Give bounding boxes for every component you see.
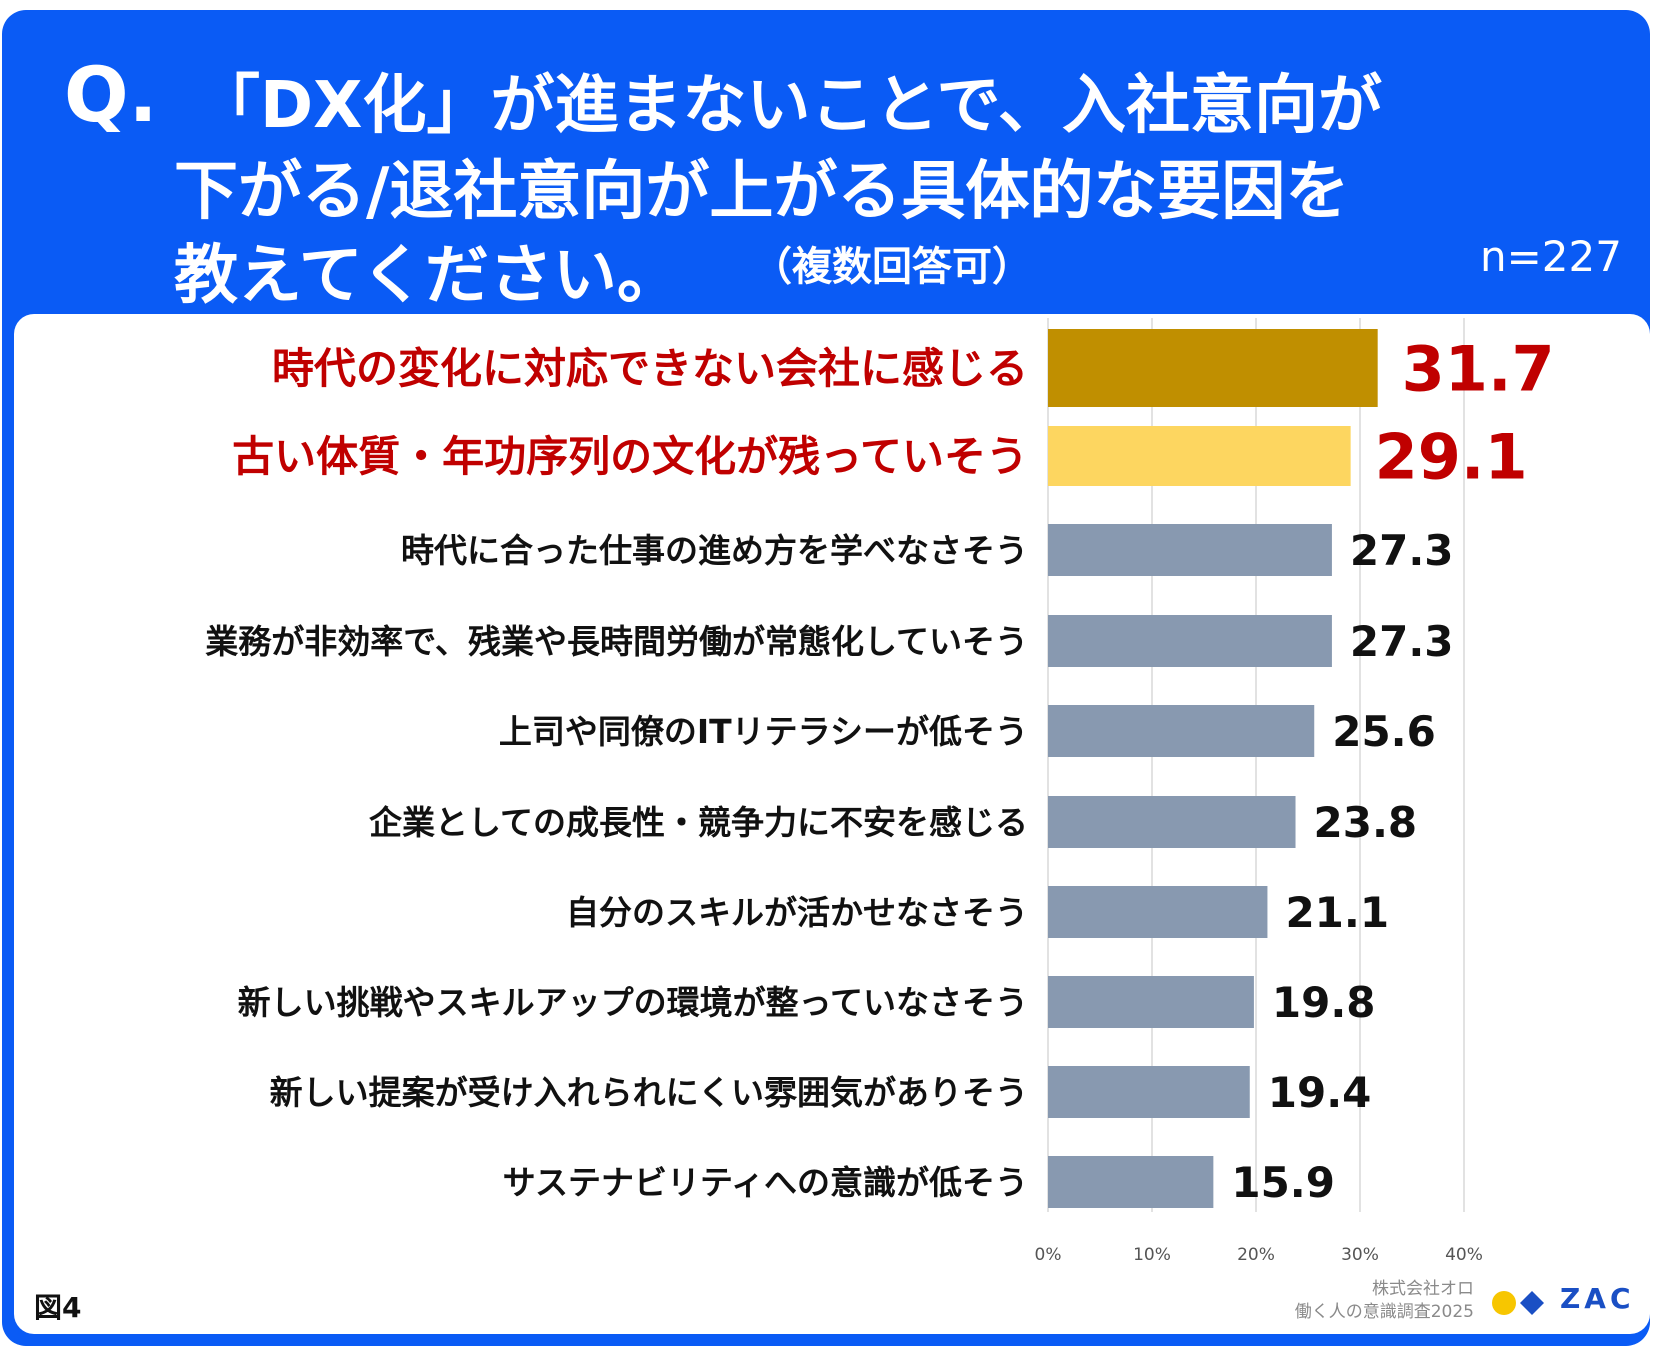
bar <box>1048 615 1332 667</box>
sample-size: n=227 <box>1480 232 1622 281</box>
bar <box>1048 1156 1214 1208</box>
category-label: 自分のスキルが活かせなさそう <box>566 893 1028 932</box>
x-tick-label: 30% <box>1341 1245 1379 1265</box>
question-line-2: 下がる/退社意向が上がる具体的な要因を <box>174 155 1350 229</box>
credit-block: 株式会社オロ 働く人の意識調査2025 <box>1295 1278 1474 1324</box>
multiple-answer-note: （複数回答可） <box>752 244 1032 290</box>
value-label: 27.3 <box>1350 526 1454 575</box>
bar <box>1048 1066 1250 1118</box>
category-label: 新しい提案が受け入れられにくい雰囲気がありそう <box>270 1073 1028 1112</box>
category-label: 新しい挑戦やスキルアップの環境が整っていなさそう <box>238 983 1028 1022</box>
question-line-3: 教えてください。 <box>174 239 681 313</box>
category-label: 業務が非効率で、残業や長時間労働が常態化していそう <box>205 622 1028 661</box>
category-label: 時代に合った仕事の進め方を学べなさそう <box>401 531 1028 570</box>
value-label: 19.4 <box>1268 1068 1372 1117</box>
chart-panel <box>14 314 1650 1334</box>
survey-name: 働く人の意識調査2025 <box>1294 1302 1474 1322</box>
value-label: 15.9 <box>1231 1158 1335 1207</box>
value-label: 21.1 <box>1285 888 1389 937</box>
value-label: 31.7 <box>1402 332 1555 405</box>
bar <box>1048 796 1296 848</box>
category-label: 古い体質・年功序列の文化が残っていそう <box>232 432 1028 481</box>
x-tick-label: 10% <box>1133 1245 1171 1265</box>
bar <box>1048 976 1254 1028</box>
question-line-1: 「DX化」が進まないことで、入社意向が <box>196 69 1382 143</box>
value-label: 23.8 <box>1314 798 1418 847</box>
company-name: 株式会社オロ <box>1372 1279 1474 1299</box>
figure-label: 図4 <box>34 1291 82 1324</box>
category-label: 企業としての成長性・競争力に不安を感じる <box>369 803 1028 842</box>
bar <box>1048 705 1315 757</box>
question-mark-label: Q. <box>64 50 158 139</box>
x-tick-label: 40% <box>1445 1245 1483 1265</box>
logo-text: ZAC <box>1560 1282 1635 1315</box>
value-label: 29.1 <box>1375 420 1528 493</box>
value-label: 25.6 <box>1332 707 1436 756</box>
x-tick-label: 20% <box>1237 1245 1275 1265</box>
category-label: サステナビリティへの意識が低そう <box>503 1163 1028 1202</box>
bar <box>1048 329 1378 407</box>
x-tick-label: 0% <box>1035 1245 1062 1265</box>
value-label: 19.8 <box>1272 978 1376 1027</box>
bar <box>1048 426 1351 486</box>
zac-logo-icon <box>1492 1291 1544 1315</box>
bar <box>1048 886 1268 938</box>
value-label: 27.3 <box>1350 617 1454 666</box>
category-label: 時代の変化に対応できない会社に感じる <box>272 344 1028 393</box>
category-label: 上司や同僚のITリテラシーが低そう <box>499 712 1028 751</box>
bar <box>1048 524 1332 576</box>
